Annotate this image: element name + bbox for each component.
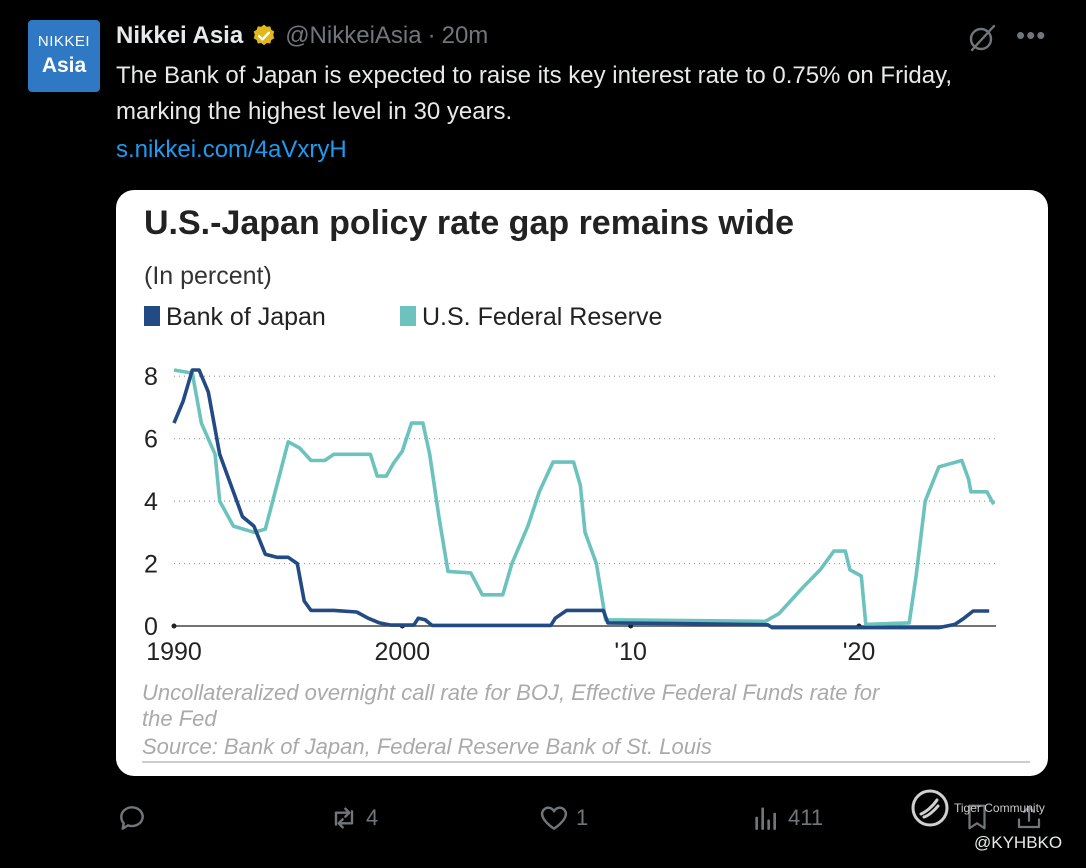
verified-badge-icon: [253, 24, 275, 46]
avatar[interactable]: NIKKEI Asia: [28, 20, 100, 92]
like-count: 1: [576, 805, 589, 830]
chart-subtitle: (In percent): [144, 262, 272, 290]
grok-icon[interactable]: [966, 22, 998, 54]
avatar-line2: Asia: [41, 54, 87, 77]
y-tick-label: 2: [144, 551, 158, 579]
author-handle[interactable]: @NikkeiAsia: [285, 22, 422, 49]
avatar-line1: NIKKEI: [37, 33, 91, 50]
chart-note-line2: the Fed: [142, 706, 217, 731]
x-axis-ticks: 1990 2000 '10 '20: [146, 623, 876, 666]
y-tick-label: 8: [144, 363, 158, 391]
retweet-button[interactable]: 4: [328, 802, 378, 834]
more-options-icon[interactable]: •••: [1016, 20, 1047, 50]
share-icon: [1017, 805, 1041, 829]
boj-rate-line: [172, 368, 990, 630]
y-tick-label: 6: [144, 426, 158, 454]
reply-button[interactable]: [116, 802, 154, 834]
x-tick-label: 2000: [375, 638, 431, 666]
views-icon: [755, 807, 776, 830]
watermark-site: Tiger Community: [954, 801, 1045, 815]
tweet-time[interactable]: 20m: [441, 22, 489, 49]
chart-image[interactable]: U.S.-Japan policy rate gap remains wide …: [116, 190, 1048, 776]
tweet-text: The Bank of Japan is expected to raise i…: [116, 62, 952, 125]
retweet-icon: [334, 807, 354, 829]
chart-note-line1: Uncollateralized overnight call rate for…: [142, 680, 881, 705]
y-tick-label: 0: [144, 613, 158, 641]
bookmark-icon: [968, 804, 986, 830]
legend-swatch-fed: [400, 306, 416, 326]
chart-lines: [172, 368, 996, 630]
y-tick-label: 4: [144, 488, 158, 516]
share-button[interactable]: [1014, 802, 1050, 832]
watermark-handle: @KYHBKO: [974, 833, 1063, 852]
chart-title: U.S.-Japan policy rate gap remains wide: [144, 204, 794, 242]
x-tick-label: '10: [614, 638, 647, 666]
tweet-link[interactable]: s.nikkei.com/4aVxryH: [116, 136, 347, 163]
tweet-header: Nikkei Asia @NikkeiAsia · 20m: [116, 20, 488, 52]
legend-label-fed: U.S. Federal Reserve: [422, 303, 662, 331]
chart-grid: [174, 375, 996, 627]
author-name[interactable]: Nikkei Asia: [116, 22, 244, 49]
reply-icon: [120, 806, 144, 830]
tweet-actions: 4 1 411: [116, 800, 1076, 840]
x-tick-label: 1990: [146, 638, 202, 666]
legend-label-boj: Bank of Japan: [166, 303, 326, 331]
separator-dot: ·: [427, 22, 436, 49]
x-tick-mark: [171, 623, 177, 629]
y-axis-ticks: 8 6 4 2 0: [144, 363, 158, 641]
policy-rate-chart: U.S.-Japan policy rate gap remains wide …: [142, 204, 1030, 763]
x-tick-label: '20: [843, 638, 876, 666]
heart-icon: [540, 806, 568, 830]
retweet-count: 4: [366, 805, 379, 830]
legend-swatch-boj: [144, 306, 160, 326]
chart-source: Source: Bank of Japan, Federal Reserve B…: [142, 734, 712, 759]
views-button[interactable]: 411: [750, 802, 823, 834]
fed-rate-line: [173, 368, 996, 627]
views-count: 411: [788, 805, 824, 830]
tiger-logo-icon: [911, 789, 949, 827]
bookmark-button[interactable]: [962, 802, 998, 832]
like-button[interactable]: 1: [538, 802, 588, 834]
